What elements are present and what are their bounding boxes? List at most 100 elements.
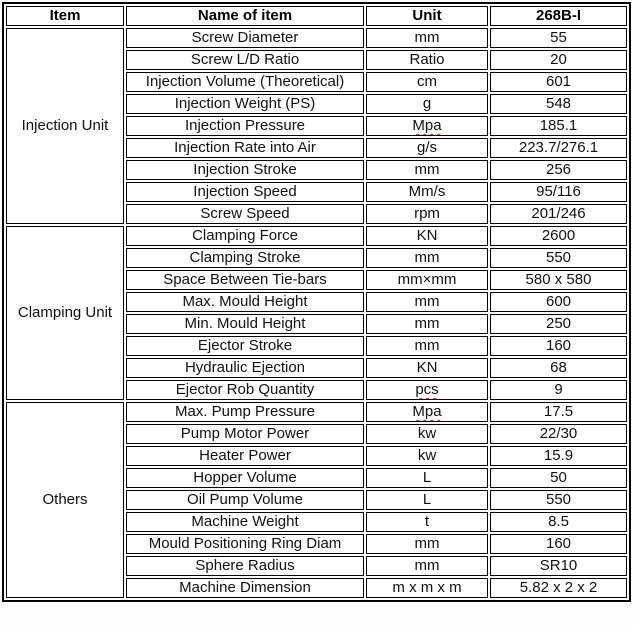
spec-name-cell: Screw L/D Ratio (126, 50, 364, 70)
spec-unit-cell: cm (366, 72, 488, 92)
spec-name-cell: Injection Stroke (126, 160, 364, 180)
spec-name-cell: Heater Power (126, 446, 364, 466)
spec-name-cell: Machine Dimension (126, 578, 364, 598)
unit-text: mm×mm (397, 271, 457, 288)
spec-value-cell: 17.5 (490, 402, 627, 422)
spec-row: Mould Positioning Ring Diam mm 160 (6, 534, 627, 554)
spec-name-cell: Injection Weight (PS) (126, 94, 364, 114)
spec-name-cell: Space Between Tie-bars (126, 270, 364, 290)
spec-value-cell: 68 (490, 358, 627, 378)
spec-value-cell: 20 (490, 50, 627, 70)
spec-name-cell: Hydraulic Ejection (126, 358, 364, 378)
spec-value-cell: 22/30 (490, 424, 627, 444)
unit-text: g (422, 95, 432, 112)
spec-value-cell: 2600 (490, 226, 627, 246)
spec-value-cell: 5.82 x 2 x 2 (490, 578, 627, 598)
spec-row: Injection Stroke mm 256 (6, 160, 627, 180)
spec-unit-cell: Ratio (366, 50, 488, 70)
unit-text: mm (414, 337, 440, 354)
unit-text: L (422, 469, 432, 486)
spec-row: Space Between Tie-bars mm×mm 580 x 580 (6, 270, 627, 290)
spec-name-cell: Injection Volume (Theoretical) (126, 72, 364, 92)
unit-text-spellcheck: Mpa (412, 403, 442, 420)
unit-text: Ratio (409, 51, 445, 68)
spec-row: Screw Speed rpm 201/246 (6, 204, 627, 224)
spec-row: Injection Pressure Mpa 185.1 (6, 116, 627, 136)
spec-row: Injection Unit Screw Diameter mm 55 (6, 28, 627, 224)
section-item-cell: Injection Unit (6, 28, 124, 224)
spec-row: Pump Motor Power kw 22/30 (6, 424, 627, 444)
spec-name-cell: Ejector Rob Quantity (126, 380, 364, 400)
unit-text: KN (416, 227, 438, 244)
header-item: Item (6, 6, 124, 26)
spec-unit-cell: mm (366, 28, 488, 48)
spec-unit-cell: L (366, 468, 488, 488)
spec-unit-cell: rpm (366, 204, 488, 224)
machine-spec-table: Item Name of item Unit 268B-I Injection … (2, 2, 631, 602)
spec-row: Others Max. Pump Pressure Mpa 17.5 (6, 402, 627, 598)
spec-name-cell: Clamping Stroke (126, 248, 364, 268)
spec-unit-cell: pcs (366, 380, 488, 400)
spec-row: Clamping Stroke mm 550 (6, 248, 627, 268)
unit-text: mm (414, 29, 440, 46)
spec-unit-cell: mm (366, 314, 488, 334)
header-unit: Unit (366, 6, 488, 26)
spec-row: Injection Volume (Theoretical) cm 601 (6, 72, 627, 92)
spec-unit-cell: mm (366, 292, 488, 312)
spec-value-cell: 223.7/276.1 (490, 138, 627, 158)
spec-unit-cell: t (366, 512, 488, 532)
spec-unit-cell: kw (366, 446, 488, 466)
spec-row: Machine Weight t 8.5 (6, 512, 627, 532)
spec-row: Machine Dimension m x m x m 5.82 x 2 x 2 (6, 578, 627, 598)
unit-text: rpm (414, 205, 440, 222)
spec-name-cell: Injection Pressure (126, 116, 364, 136)
spec-value-cell: 250 (490, 314, 627, 334)
spec-value-cell: 95/116 (490, 182, 627, 202)
spec-name-cell: Screw Speed (126, 204, 364, 224)
spec-name-cell: Sphere Radius (126, 556, 364, 576)
spec-name-cell: Screw Diameter (126, 28, 364, 48)
spec-value-cell: 55 (490, 28, 627, 48)
unit-text: kw (417, 425, 437, 442)
spec-name-cell: Max. Pump Pressure (126, 402, 364, 422)
unit-text: mm (414, 557, 440, 574)
spec-row: Screw L/D Ratio Ratio 20 (6, 50, 627, 70)
unit-text: g/s (416, 139, 437, 156)
spec-unit-cell: g/s (366, 138, 488, 158)
spec-value-cell: 256 (490, 160, 627, 180)
spec-value-cell: 9 (490, 380, 627, 400)
spec-unit-cell: L (366, 490, 488, 510)
spec-name-cell: Ejector Stroke (126, 336, 364, 356)
spec-unit-cell: Mpa (366, 116, 488, 136)
spec-name-cell: Machine Weight (126, 512, 364, 532)
spec-value-cell: 8.5 (490, 512, 627, 532)
spec-unit-cell: g (366, 94, 488, 114)
spec-unit-cell: KN (366, 226, 488, 246)
spec-unit-cell: kw (366, 424, 488, 444)
unit-text-spellcheck: pcs (415, 381, 439, 398)
unit-text: t (424, 513, 430, 530)
section-item-cell: Clamping Unit (6, 226, 124, 400)
unit-text: mm (414, 535, 440, 552)
unit-text: kw (417, 447, 437, 464)
spec-unit-cell: m x m x m (366, 578, 488, 598)
header-model: 268B-I (490, 6, 627, 26)
spec-name-cell: Max. Mould Height (126, 292, 364, 312)
section-item-cell: Others (6, 402, 124, 598)
spec-unit-cell: mm (366, 248, 488, 268)
spec-row: Injection Weight (PS) g 548 (6, 94, 627, 114)
unit-text: Mm/s (408, 183, 446, 200)
spec-value-cell: 548 (490, 94, 627, 114)
spec-row: Sphere Radius mm SR10 (6, 556, 627, 576)
spec-value-cell: 550 (490, 248, 627, 268)
spec-row: Ejector Stroke mm 160 (6, 336, 627, 356)
spec-row: Hopper Volume L 50 (6, 468, 627, 488)
unit-text: m x m x m (392, 579, 462, 596)
header-row: Item Name of item Unit 268B-I (6, 6, 627, 26)
unit-text: cm (417, 73, 437, 90)
spec-value-cell: 50 (490, 468, 627, 488)
header-name: Name of item (126, 6, 364, 26)
spec-name-cell: Clamping Force (126, 226, 364, 246)
spec-unit-cell: Mm/s (366, 182, 488, 202)
spec-name-cell: Hopper Volume (126, 468, 364, 488)
